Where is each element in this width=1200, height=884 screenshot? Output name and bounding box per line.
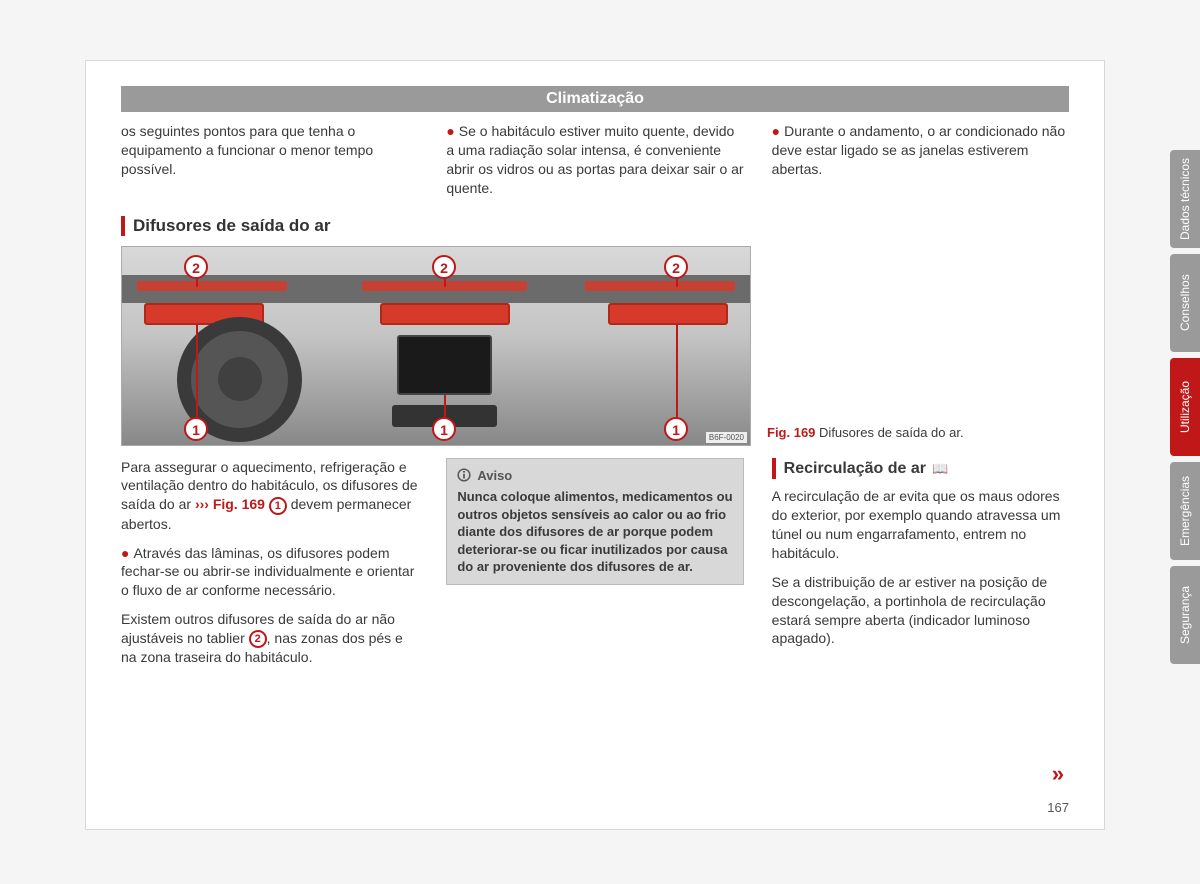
page-header: Climatização: [121, 86, 1069, 112]
tab-emergencias[interactable]: Emergências: [1170, 462, 1200, 560]
paragraph: Se a distribuição de ar estiver na posiç…: [772, 573, 1069, 649]
info-icon: [457, 468, 471, 482]
infotainment-screen: [397, 335, 492, 395]
intro-columns: os seguintes pontos para que tenha o equ…: [121, 122, 1069, 198]
intro-col-3: ●Durante o andamento, o ar condicionado …: [772, 122, 1069, 198]
figure-reference: ››› Fig. 169: [195, 496, 265, 512]
paragraph: A recirculação de ar evita que os maus o…: [772, 487, 1069, 563]
body-col-3: Recirculação de ar 📖 A recirculação de a…: [772, 458, 1069, 678]
book-icon: 📖: [932, 460, 948, 478]
callout-marker-1: 1: [184, 417, 208, 441]
callout-marker-2: 2: [184, 255, 208, 279]
tab-seguranca[interactable]: Segurança: [1170, 566, 1200, 664]
paragraph: Para assegurar o aquecimento, refrigeraç…: [121, 458, 418, 534]
image-code: B6F-0020: [706, 432, 747, 443]
body-col-1: Para assegurar o aquecimento, refrigeraç…: [121, 458, 418, 678]
figure-number: Fig. 169: [767, 425, 815, 440]
callout-marker-1: 1: [664, 417, 688, 441]
dashboard-figure: 2 2 2 1 1 1 B6F-0020: [121, 246, 751, 446]
section-heading-difusores: Difusores de saída do ar: [121, 216, 1069, 236]
tab-utilizacao[interactable]: Utilização: [1170, 358, 1200, 456]
inline-marker-1: 1: [269, 497, 287, 515]
figure-caption: Fig. 169 Difusores de saída do ar.: [767, 425, 1069, 446]
paragraph: ●Através das lâminas, os difusores podem…: [121, 544, 418, 601]
bullet-icon: ●: [446, 123, 454, 139]
callout-marker-2: 2: [664, 255, 688, 279]
tab-conselhos[interactable]: Conselhos: [1170, 254, 1200, 352]
figure-row: 2 2 2 1 1 1 B6F-0020 Fig. 169 Difusores …: [121, 246, 1069, 446]
side-tabs: Dados técnicos Conselhos Utilização Emer…: [1170, 150, 1200, 664]
bullet-icon: ●: [772, 123, 780, 139]
manual-page: Climatização os seguintes pontos para qu…: [85, 60, 1105, 830]
page-number: 167: [1047, 800, 1069, 815]
body-columns: Para assegurar o aquecimento, refrigeraç…: [121, 458, 1069, 678]
callout-marker-1: 1: [432, 417, 456, 441]
intro-col-2: ●Se o habitáculo estiver muito quente, d…: [446, 122, 743, 198]
bullet-icon: ●: [121, 545, 129, 561]
notice-header: Aviso: [457, 467, 732, 485]
callout-marker-2: 2: [432, 255, 456, 279]
notice-text: Nunca coloque alimentos, medicamentos ou…: [457, 488, 732, 576]
notice-box: Aviso Nunca coloque alimentos, medicamen…: [446, 458, 743, 585]
tab-dados-tecnicos[interactable]: Dados técnicos: [1170, 150, 1200, 248]
subheading-recirculacao: Recirculação de ar 📖: [772, 458, 1069, 480]
continue-icon: »: [1052, 761, 1064, 787]
body-col-2: Aviso Nunca coloque alimentos, medicamen…: [446, 458, 743, 678]
intro-col-1: os seguintes pontos para que tenha o equ…: [121, 122, 418, 198]
paragraph: Existem outros difusores de saída do ar …: [121, 610, 418, 667]
inline-marker-2: 2: [249, 630, 267, 648]
